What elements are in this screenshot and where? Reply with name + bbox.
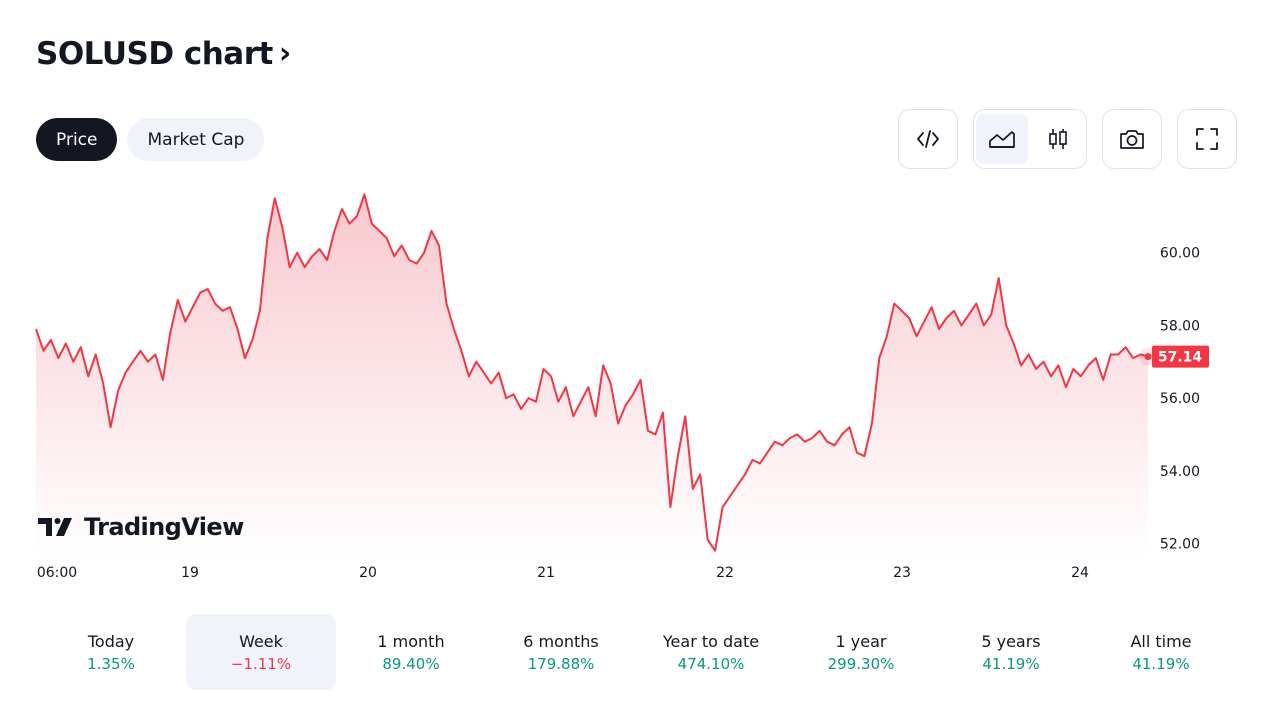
- x-tick-label: 23: [893, 565, 911, 581]
- tab-market-cap[interactable]: Market Cap: [127, 118, 265, 161]
- area-chart-button[interactable]: [976, 114, 1028, 164]
- x-tick-label: 20: [359, 565, 377, 581]
- period-all-time[interactable]: All time 41.19%: [1086, 614, 1236, 690]
- price-chart[interactable]: 60.00 58.00 56.00 54.00 52.00 06:00 19 20 21 22 2…: [0, 180, 1280, 590]
- period-change: 179.88%: [527, 654, 595, 673]
- y-tick-label: 54.00: [1160, 464, 1200, 480]
- y-axis: 60.00 58.00 56.00 54.00 52.00: [1160, 246, 1200, 553]
- fullscreen-icon: [1196, 128, 1218, 150]
- x-tick-label: 06:00: [37, 565, 77, 581]
- last-price-badge: [1152, 345, 1209, 368]
- embed-code-button[interactable]: [898, 109, 958, 169]
- period-change: 41.19%: [982, 654, 1040, 673]
- x-tick-label: 24: [1071, 565, 1089, 581]
- period-year-to-date[interactable]: Year to date 474.10%: [636, 614, 786, 690]
- y-tick-label: 60.00: [1160, 246, 1200, 262]
- candles-button[interactable]: [1032, 114, 1084, 164]
- period-label: 1 year: [835, 631, 887, 651]
- fullscreen-button[interactable]: [1177, 109, 1237, 169]
- x-tick-label: 19: [181, 565, 199, 581]
- period-change: 474.10%: [677, 654, 745, 673]
- code-icon: [917, 130, 939, 148]
- last-price-marker: 57.14: [1139, 345, 1209, 368]
- period-label: 1 month: [377, 631, 445, 651]
- period-label: Week: [239, 631, 283, 651]
- price-chart-svg: 60.00 58.00 56.00 54.00 52.00 06:00 19 20 21 22 2…: [35, 193, 1209, 581]
- period-5-years[interactable]: 5 years 41.19%: [936, 614, 1086, 690]
- last-point-dot: [1144, 353, 1152, 361]
- price-line: [35, 193, 1149, 552]
- period-change: 299.30%: [827, 654, 895, 673]
- period-1-month[interactable]: 1 month 89.40%: [336, 614, 486, 690]
- chart-mode-tabs: Price Market Cap: [36, 118, 265, 161]
- period-label: Year to date: [662, 631, 760, 651]
- x-tick-label: 21: [537, 565, 555, 581]
- period-change: 1.35%: [87, 654, 135, 673]
- period-6-months[interactable]: 6 months 179.88%: [486, 614, 636, 690]
- period-label: All time: [1130, 631, 1192, 651]
- area-chart-icon: [989, 131, 1015, 148]
- period-today[interactable]: Today 1.35%: [36, 614, 186, 690]
- period-change: 89.40%: [382, 654, 440, 673]
- chart-style-switcher: [973, 109, 1087, 169]
- period-week[interactable]: Week −1.11%: [186, 614, 336, 690]
- period-label: 5 years: [981, 631, 1041, 651]
- tradingview-logo-icon: [38, 518, 72, 536]
- period-label: Today: [87, 631, 135, 651]
- price-area-fill: [36, 194, 1148, 558]
- period-1-year[interactable]: 1 year 299.30%: [786, 614, 936, 690]
- last-price-label: 57.14: [1158, 350, 1203, 366]
- tradingview-logo-text: TradingView: [84, 513, 244, 541]
- tradingview-logo[interactable]: TradingView: [38, 513, 244, 541]
- y-tick-label: 56.00: [1160, 391, 1200, 407]
- camera-icon: [1120, 130, 1144, 149]
- candles-icon: [1049, 129, 1067, 149]
- period-label: 6 months: [523, 631, 599, 651]
- period-change: −1.11%: [230, 654, 292, 673]
- snapshot-button[interactable]: [1102, 109, 1162, 169]
- tab-price[interactable]: Price: [36, 118, 118, 161]
- y-tick-label: 52.00: [1160, 536, 1200, 552]
- chart-title-link[interactable]: SOLUSD chart ›: [36, 35, 291, 73]
- x-axis: 06:00 19 20 21 22 23 24: [37, 565, 1089, 581]
- chevron-right-icon: ›: [278, 35, 291, 71]
- x-tick-label: 22: [716, 565, 734, 581]
- y-tick-label: 58.00: [1160, 318, 1200, 334]
- page-title: SOLUSD chart: [36, 36, 273, 72]
- performance-periods: Today 1.35% Week −1.11% 1 month 89.40% 6…: [36, 614, 1248, 690]
- period-change: 41.19%: [1132, 654, 1190, 673]
